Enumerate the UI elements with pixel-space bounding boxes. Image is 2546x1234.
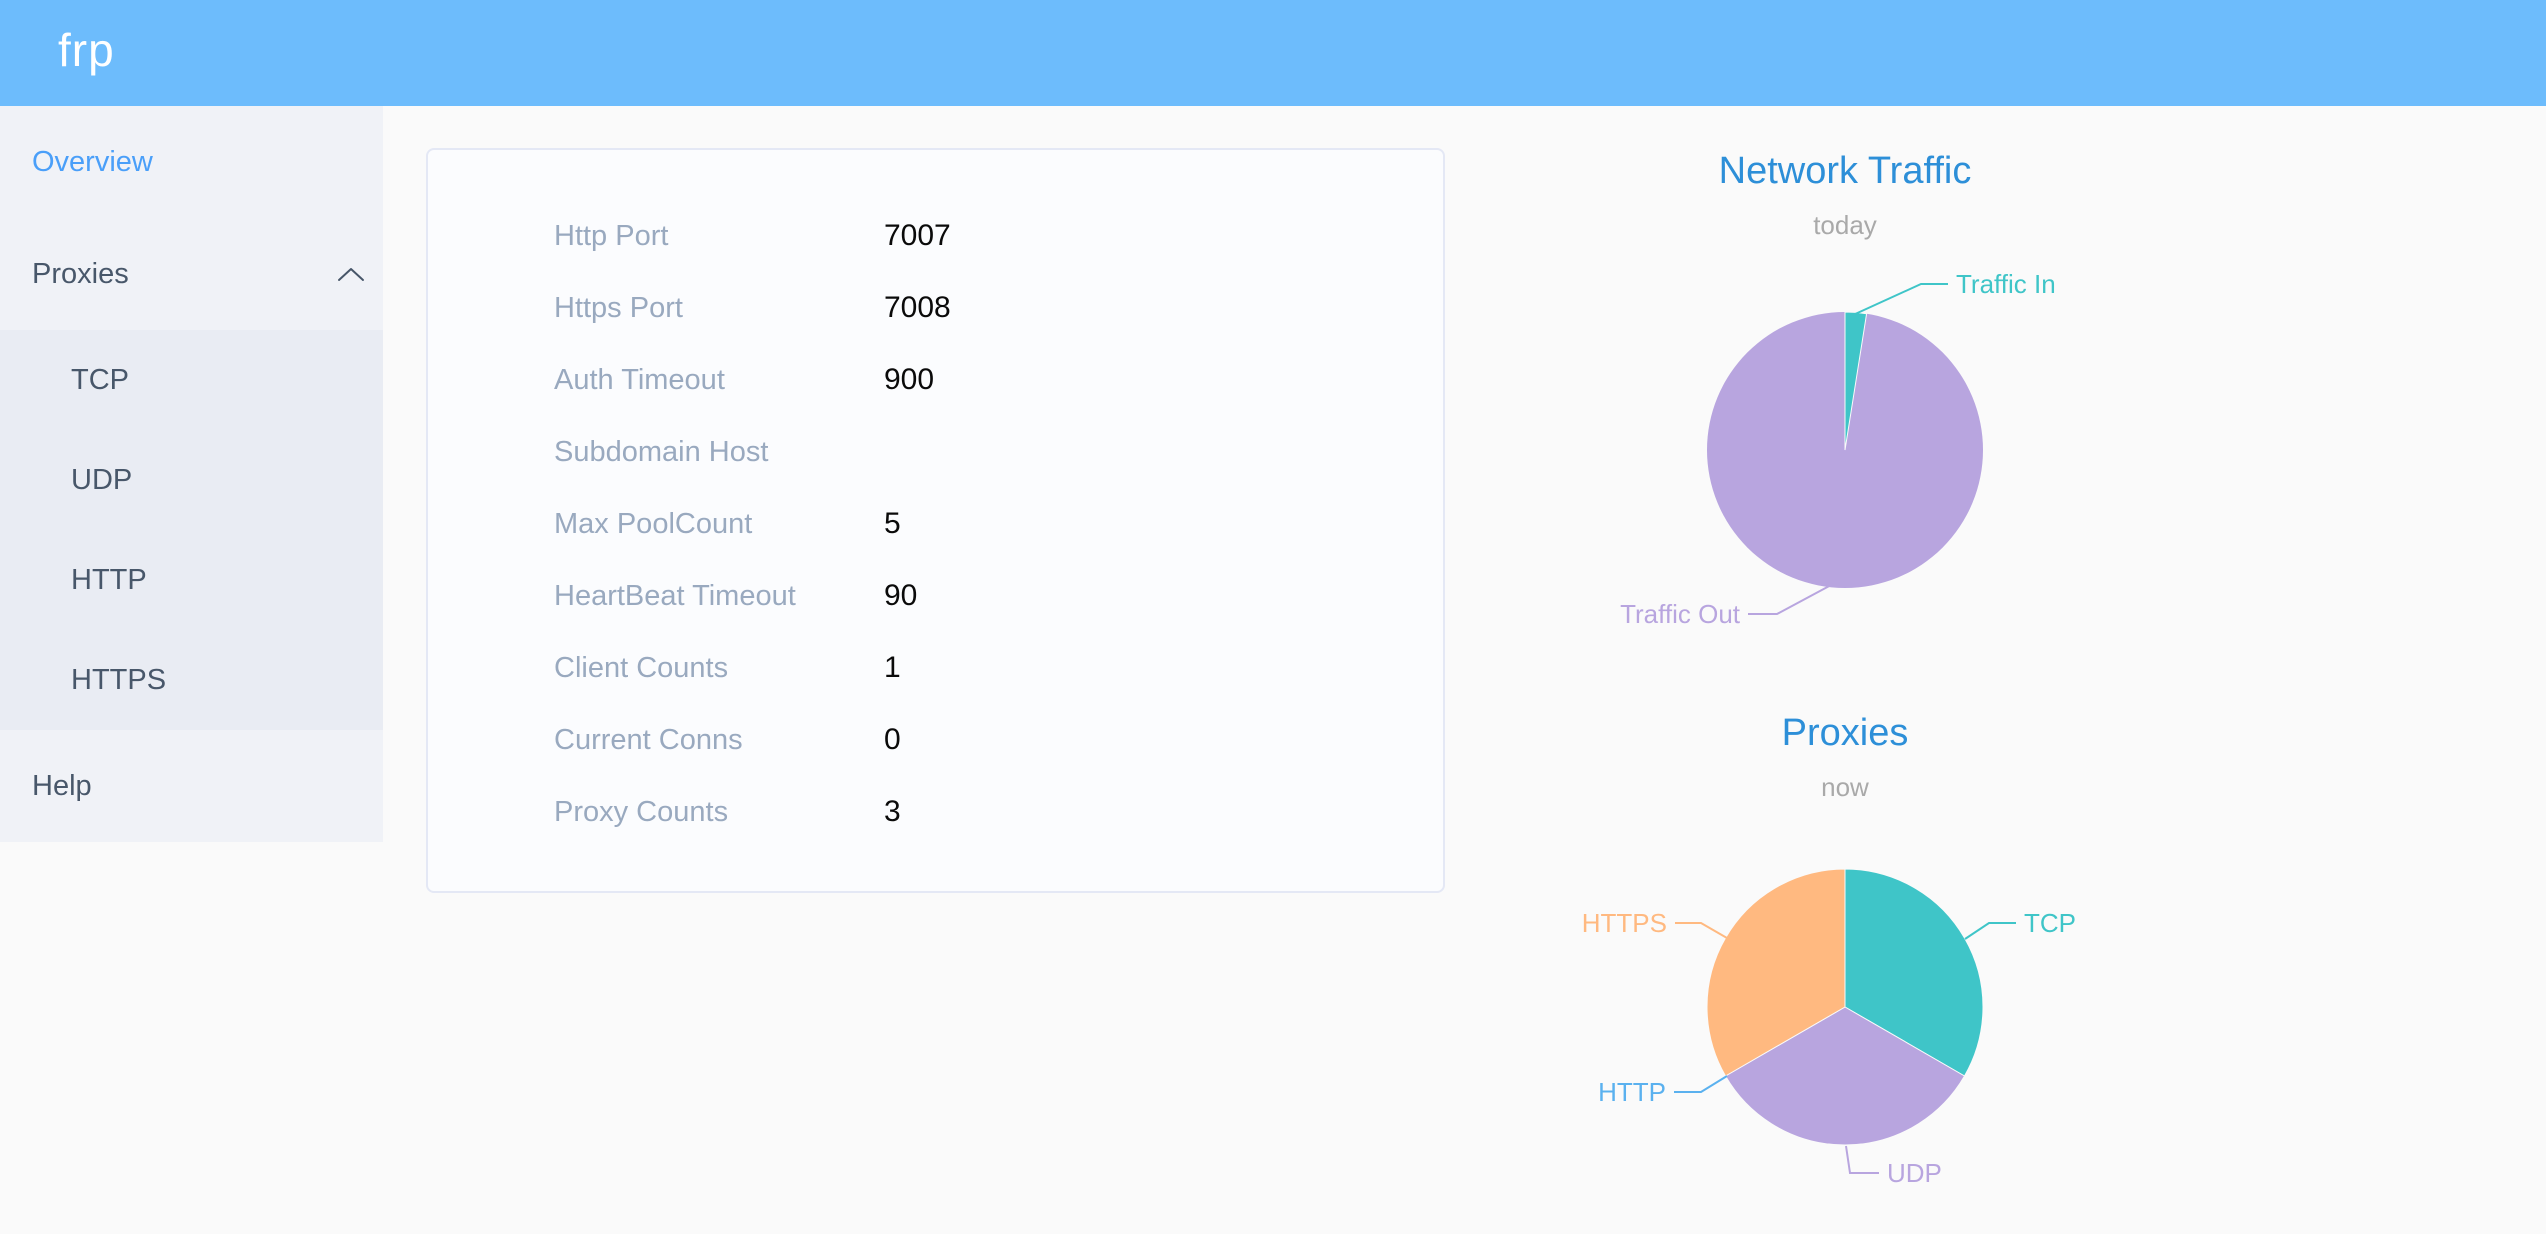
udp-leader-line bbox=[1845, 1145, 1879, 1174]
row-label: Max PoolCount bbox=[554, 507, 753, 540]
traffic-out-label: Traffic Out bbox=[1620, 599, 1741, 629]
charts-panel: Network Traffic today Traffic In Traffic… bbox=[1445, 0, 2245, 1234]
row-value: 900 bbox=[884, 363, 935, 396]
sidebar-item-help[interactable]: Help bbox=[0, 730, 383, 842]
proxies-chart-subtitle: now bbox=[1821, 772, 1869, 802]
row-label: Http Port bbox=[554, 219, 669, 252]
pie-slice-traffic-in[interactable] bbox=[1844, 311, 1868, 451]
http-leader-line bbox=[1674, 1075, 1728, 1093]
sidebar-item-udp[interactable]: UDP bbox=[0, 430, 383, 530]
proxies-chart-title: Proxies bbox=[1781, 712, 1909, 754]
sidebar-item-tcp[interactable]: TCP bbox=[0, 330, 383, 430]
row-value: 0 bbox=[884, 723, 901, 756]
chevron-up-icon bbox=[337, 218, 365, 330]
network-traffic-chart-subtitle: today bbox=[1813, 210, 1877, 240]
row-value: 1 bbox=[884, 651, 901, 684]
sidebar-item-udp-label: UDP bbox=[71, 464, 133, 496]
row-value: 5 bbox=[884, 507, 901, 540]
network-traffic-pie-chart: Traffic In Traffic Out bbox=[1620, 269, 2056, 629]
table-row: Subdomain Host bbox=[428, 416, 1443, 488]
row-value: 7008 bbox=[884, 291, 951, 324]
traffic-in-label: Traffic In bbox=[1956, 269, 2056, 299]
tcp-leader-line bbox=[1964, 922, 2016, 940]
sidebar-item-proxies[interactable]: Proxies bbox=[0, 218, 383, 330]
table-row: Auth Timeout 900 bbox=[428, 344, 1443, 416]
proxies-pie-chart: TCP HTTPS HTTP UDP bbox=[1582, 868, 2076, 1188]
row-value: 90 bbox=[884, 579, 918, 612]
proxies-submenu: TCP UDP HTTP HTTPS bbox=[0, 330, 383, 730]
row-label: Client Counts bbox=[554, 651, 729, 684]
row-label: Auth Timeout bbox=[554, 363, 725, 396]
sidebar: Overview Proxies TCP UDP HTTP HTTPS Help bbox=[0, 106, 383, 842]
server-info-card: Http Port 7007 Https Port 7008 Auth Timeou… bbox=[426, 148, 1445, 893]
https-label: HTTPS bbox=[1582, 908, 1667, 938]
row-label: HeartBeat Timeout bbox=[554, 579, 796, 612]
table-row: Client Counts 1 bbox=[428, 632, 1443, 704]
https-leader-line bbox=[1675, 922, 1728, 939]
network-traffic-chart-title: Network Traffic bbox=[1718, 150, 1972, 192]
row-value: 7007 bbox=[884, 219, 951, 252]
table-row: HeartBeat Timeout 90 bbox=[428, 560, 1443, 632]
row-label: Subdomain Host bbox=[554, 435, 769, 468]
table-row: Proxy Counts 3 bbox=[428, 776, 1443, 848]
app-header: frp bbox=[0, 0, 2546, 106]
sidebar-item-overview-label: Overview bbox=[32, 146, 153, 178]
pie-slice-tcp[interactable] bbox=[1844, 868, 1984, 1077]
table-row: Max PoolCount 5 bbox=[428, 488, 1443, 560]
pie-slice-udp[interactable] bbox=[1724, 1006, 1966, 1146]
row-label: Https Port bbox=[554, 291, 683, 324]
sidebar-item-proxies-label: Proxies bbox=[32, 258, 129, 290]
row-value: 3 bbox=[884, 795, 901, 828]
http-label: HTTP bbox=[1598, 1077, 1666, 1107]
sidebar-item-https-label: HTTPS bbox=[71, 664, 167, 696]
table-row: Current Conns 0 bbox=[428, 704, 1443, 776]
traffic-in-leader-line bbox=[1852, 283, 1948, 316]
app-logo: frp bbox=[58, 24, 115, 76]
sidebar-item-http-label: HTTP bbox=[71, 564, 147, 596]
sidebar-item-tcp-label: TCP bbox=[71, 364, 129, 396]
sidebar-item-overview[interactable]: Overview bbox=[0, 106, 383, 218]
tcp-label: TCP bbox=[2024, 908, 2076, 938]
traffic-out-leader-line bbox=[1748, 583, 1834, 615]
table-row: Http Port 7007 bbox=[428, 200, 1443, 272]
udp-label: UDP bbox=[1887, 1158, 1942, 1188]
row-label: Proxy Counts bbox=[554, 795, 729, 828]
table-row: Https Port 7008 bbox=[428, 272, 1443, 344]
sidebar-item-https[interactable]: HTTPS bbox=[0, 630, 383, 730]
sidebar-item-http[interactable]: HTTP bbox=[0, 530, 383, 630]
sidebar-item-help-label: Help bbox=[32, 770, 92, 802]
row-label: Current Conns bbox=[554, 723, 743, 756]
